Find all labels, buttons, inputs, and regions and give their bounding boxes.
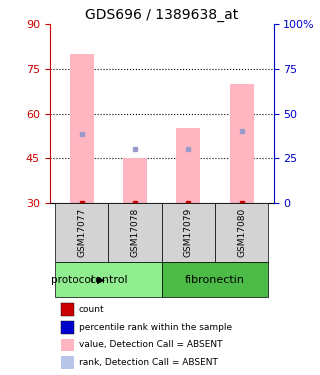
Bar bbox=[61, 321, 74, 334]
Bar bbox=[70, 54, 93, 203]
Title: GDS696 / 1389638_at: GDS696 / 1389638_at bbox=[85, 8, 238, 22]
Bar bbox=[215, 203, 268, 262]
Bar bbox=[123, 158, 147, 203]
Text: value, Detection Call = ABSENT: value, Detection Call = ABSENT bbox=[79, 340, 222, 350]
Bar bbox=[176, 129, 200, 203]
Text: GSM17077: GSM17077 bbox=[77, 208, 86, 257]
Bar bbox=[55, 203, 108, 262]
Text: control: control bbox=[89, 274, 128, 285]
Bar bbox=[61, 303, 74, 316]
Text: GSM17079: GSM17079 bbox=[184, 208, 193, 257]
Bar bbox=[162, 262, 268, 297]
Bar bbox=[230, 84, 253, 203]
Text: fibronectin: fibronectin bbox=[185, 274, 245, 285]
Bar bbox=[61, 339, 74, 351]
Bar bbox=[55, 262, 162, 297]
Text: GSM17080: GSM17080 bbox=[237, 208, 246, 257]
Text: protocol ▶: protocol ▶ bbox=[51, 274, 105, 285]
Bar bbox=[61, 356, 74, 369]
Bar bbox=[162, 203, 215, 262]
Text: count: count bbox=[79, 305, 104, 314]
Bar bbox=[108, 203, 162, 262]
Text: percentile rank within the sample: percentile rank within the sample bbox=[79, 323, 232, 332]
Text: rank, Detection Call = ABSENT: rank, Detection Call = ABSENT bbox=[79, 358, 218, 367]
Text: GSM17078: GSM17078 bbox=[131, 208, 140, 257]
